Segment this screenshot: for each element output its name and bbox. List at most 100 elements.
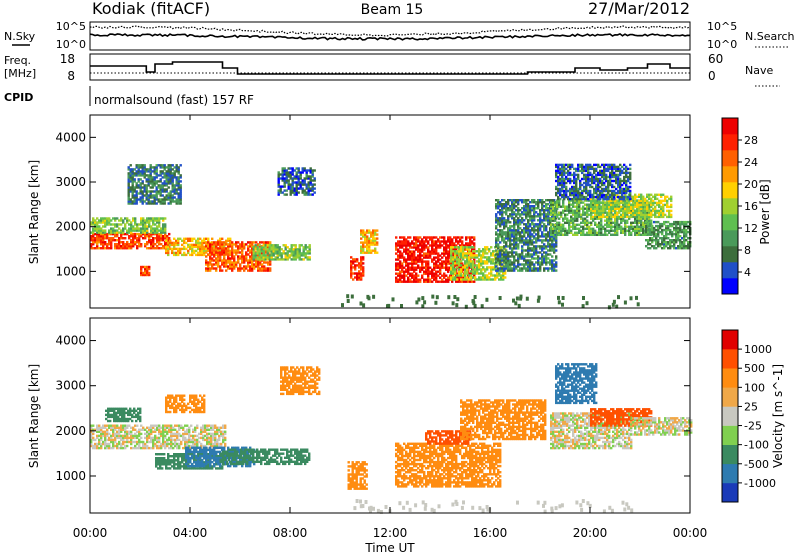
heatmap-cell [618, 201, 621, 205]
heatmap-cell [687, 241, 690, 244]
heatmap-cell [628, 203, 631, 207]
heatmap-cell [360, 276, 363, 279]
heatmap-cell [291, 187, 294, 190]
heatmap-cell [141, 200, 144, 203]
heatmap-cell [560, 225, 563, 228]
heatmap-cell [594, 233, 597, 236]
heatmap-cell [407, 240, 410, 243]
heatmap-cell [179, 174, 182, 177]
heatmap-cell [651, 232, 654, 236]
heatmap-cell [511, 233, 514, 236]
heatmap-cell [311, 193, 314, 196]
heatmap-cell [503, 225, 506, 228]
heatmap-cell [356, 278, 359, 281]
heatmap-cell [114, 229, 117, 232]
heatmap-cell [427, 274, 430, 277]
heatmap-cell [452, 258, 455, 261]
heatmap-cell [152, 223, 155, 226]
heatmap-cell [553, 235, 556, 238]
heatmap-cell [130, 225, 133, 228]
heatmap-cell [486, 258, 489, 261]
heatmap-cell [452, 256, 455, 259]
heatmap-cell [304, 254, 307, 257]
heatmap-cell [160, 239, 163, 242]
heatmap-cell [139, 192, 142, 195]
heatmap-cell [100, 235, 103, 238]
heatmap-cell [437, 246, 440, 249]
heatmap-cell [203, 239, 206, 242]
heatmap-cell [163, 200, 166, 203]
heatmap-cell [102, 247, 105, 250]
heatmap-cell [681, 243, 684, 246]
heatmap-cell [288, 256, 291, 259]
heatmap-cell [598, 201, 601, 205]
heatmap-cell [307, 181, 310, 184]
heatmap-cell [460, 256, 463, 259]
heatmap-cell [231, 245, 234, 248]
heatmap-cell [175, 192, 178, 195]
heatmap-cell [160, 232, 163, 236]
heatmap-cell [551, 259, 554, 262]
heatmap-cell [452, 266, 455, 269]
heatmap-cell [308, 256, 311, 259]
heatmap-cell [136, 241, 139, 244]
heatmap-cell [507, 201, 510, 204]
heatmap-cell [148, 267, 151, 271]
heatmap-cell [447, 258, 450, 261]
heatmap-cell [235, 263, 238, 266]
heatmap-cell [352, 258, 355, 261]
heatmap-cell [96, 239, 99, 242]
heatmap-cell [129, 172, 132, 175]
heatmap-cell [535, 201, 538, 204]
heatmap-cell [256, 256, 259, 259]
heatmap-cell [425, 264, 428, 267]
heatmap-cell [445, 274, 448, 277]
heatmap-cell [431, 268, 434, 271]
heatmap-cell [165, 194, 168, 197]
heatmap-cell [175, 241, 178, 245]
heatmap-cell [552, 207, 555, 210]
heatmap-cell [687, 226, 690, 230]
heatmap-cell [130, 243, 133, 246]
heatmap-cell [552, 219, 555, 222]
heatmap-cell [464, 270, 467, 273]
heatmap-cell [543, 233, 546, 236]
heatmap-cell [211, 237, 214, 240]
heatmap-cell [580, 221, 583, 224]
heatmap-cell [142, 273, 145, 277]
heatmap-cell [362, 262, 365, 265]
heatmap-cell [282, 258, 285, 261]
heatmap-cell [149, 166, 152, 169]
heatmap-cell [154, 232, 157, 236]
heatmap-cell [642, 217, 645, 220]
heatmap-cell [531, 233, 534, 236]
heatmap-cell [407, 272, 410, 275]
heatmap-cell [632, 221, 635, 224]
heatmap-cell [523, 227, 526, 230]
heatmap-cell [503, 211, 506, 214]
heatmap-cell [568, 203, 571, 206]
heatmap-cell [405, 240, 408, 243]
heatmap-cell [219, 269, 222, 272]
heatmap-cell [419, 254, 422, 257]
heatmap-cell [257, 263, 260, 266]
heatmap-cell [372, 231, 375, 234]
heatmap-cell [495, 199, 498, 202]
heatmap-cell [513, 235, 516, 238]
heatmap-cell [114, 245, 117, 248]
heatmap-cell [523, 259, 526, 262]
heatmap-cell [529, 247, 532, 250]
heatmap-cell [183, 251, 186, 255]
heatmap-cell [397, 254, 400, 257]
heatmap-cell [149, 196, 152, 199]
heatmap-cell [145, 180, 148, 183]
heatmap-cell [156, 221, 159, 224]
heatmap-cell [303, 183, 306, 186]
heatmap-cell [576, 219, 579, 222]
heatmap-cell [108, 217, 111, 220]
heatmap-cell [247, 247, 250, 250]
heatmap-cell [187, 245, 190, 249]
heatmap-cell [157, 184, 160, 187]
heatmap-cell [592, 229, 595, 232]
heatmap-cell [141, 172, 144, 175]
